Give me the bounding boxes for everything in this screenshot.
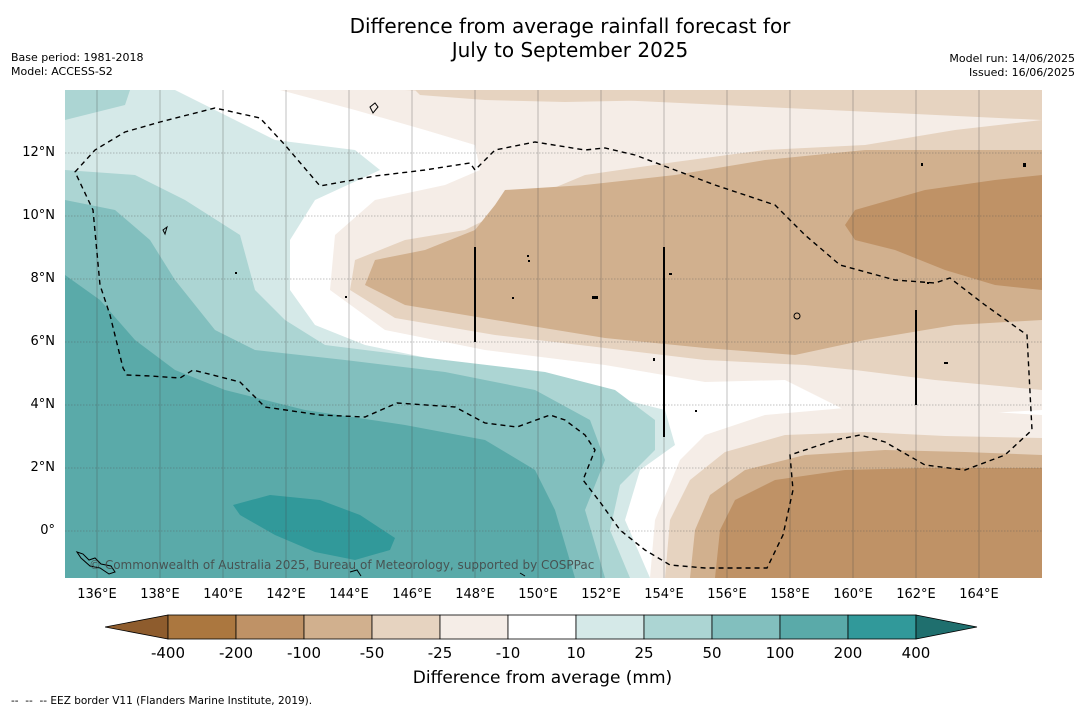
wet-region-100-200: [65, 275, 575, 578]
lon-label-152e: 152°E: [581, 587, 621, 602]
colorbar-tick: -25: [427, 644, 453, 662]
colorbar-bin--100--50: [303, 614, 373, 640]
issued-date: Issued: 16/06/2025: [968, 66, 1075, 79]
wet-region-200-400: [233, 495, 395, 560]
colorbar-tick: 25: [634, 644, 654, 662]
colorbar-tick: -200: [218, 644, 254, 662]
model-name: Model: ACCESS-S2: [11, 65, 113, 78]
colorbar-bin--200--100: [235, 614, 305, 640]
colorbar-bin--10-10: [507, 614, 577, 640]
lon-label-158e: 158°E: [770, 587, 810, 602]
colorbar-bin-50-100: [711, 614, 781, 640]
atoll-dots: [235, 163, 1026, 412]
lon-label-154e: 154°E: [644, 587, 684, 602]
dry-region-minus50-minus100: [365, 150, 1042, 355]
boundary-segments: [474, 247, 917, 437]
colorbar-bin--50--25: [371, 614, 441, 640]
colorbar: [105, 614, 978, 640]
title-line-2: July to September 2025: [451, 38, 689, 62]
eez-border: [74, 107, 1033, 569]
island-outlines: [75, 102, 801, 577]
dry-region-top-minus25-minus50: [415, 90, 675, 102]
colorbar-bin--25--10: [439, 614, 509, 640]
meridians: [96, 90, 980, 578]
map-canvas: [65, 90, 1042, 578]
lon-label-156e: 156°E: [707, 587, 747, 602]
lat-label-10n: 10°N: [22, 208, 55, 223]
lat-label-0: 0°: [40, 523, 55, 538]
lat-label-4n: 4°N: [30, 397, 56, 412]
title-line-1: Difference from average rainfall forecas…: [349, 14, 791, 38]
colorbar-tick: 100: [765, 644, 795, 662]
colorbar-bin-100-200: [779, 614, 849, 640]
colorbar-tick: -400: [150, 644, 186, 662]
lon-label-162e: 162°E: [896, 587, 936, 602]
base-period: Base period: 1981-2018: [11, 51, 144, 64]
lat-label-12n: 12°N: [22, 145, 55, 160]
colorbar-tick: -10: [495, 644, 521, 662]
colorbar-bin-25-50: [643, 614, 713, 640]
colorbar-bin--400--200: [167, 614, 237, 640]
lon-label-138e: 138°E: [140, 587, 180, 602]
lon-label-148e: 148°E: [455, 587, 495, 602]
colorbar-tick: -100: [286, 644, 322, 662]
eez-footnote: -- -- -- EEZ border V11 (Flanders Marine…: [11, 695, 313, 707]
colorbar-extend-low: [105, 614, 169, 640]
lat-label-8n: 8°N: [30, 271, 56, 286]
lat-label-2n: 2°N: [30, 460, 56, 475]
copyright-notice: © Commonwealth of Australia 2025, Bureau…: [89, 558, 595, 572]
lon-label-136e: 136°E: [77, 587, 117, 602]
lon-label-140e: 140°E: [203, 587, 243, 602]
colorbar-tick: 400: [901, 644, 931, 662]
lon-label-142e: 142°E: [266, 587, 306, 602]
colorbar-bin-10-25: [575, 614, 645, 640]
forecast-map: [65, 90, 1042, 578]
colorbar-bin-200-400: [847, 614, 917, 640]
colorbar-tick: 200: [833, 644, 863, 662]
map-title: Difference from average rainfall forecas…: [0, 14, 1085, 62]
lon-label-150e: 150°E: [518, 587, 558, 602]
lon-label-144e: 144°E: [329, 587, 369, 602]
colorbar-tick: 50: [702, 644, 722, 662]
colorbar-tick: 10: [566, 644, 586, 662]
dry-region-se-minus100-minus200: [715, 468, 1042, 578]
model-info: Base period: 1981-2018 Model: ACCESS-S2: [11, 51, 143, 79]
colorbar-label: Difference from average (mm): [412, 668, 673, 688]
model-run: Model run: 14/06/2025: [949, 52, 1075, 65]
lat-label-6n: 6°N: [30, 334, 56, 349]
run-info: Model run: 14/06/2025 Issued: 16/06/2025: [949, 52, 1075, 80]
colorbar-tick: -50: [359, 644, 385, 662]
lon-label-164e: 164°E: [959, 587, 999, 602]
lon-label-146e: 146°E: [392, 587, 432, 602]
colorbar-extend-high: [915, 614, 978, 640]
lon-label-160e: 160°E: [833, 587, 873, 602]
dry-region-minus100-minus200: [845, 175, 1042, 290]
graticule: [65, 152, 1042, 532]
